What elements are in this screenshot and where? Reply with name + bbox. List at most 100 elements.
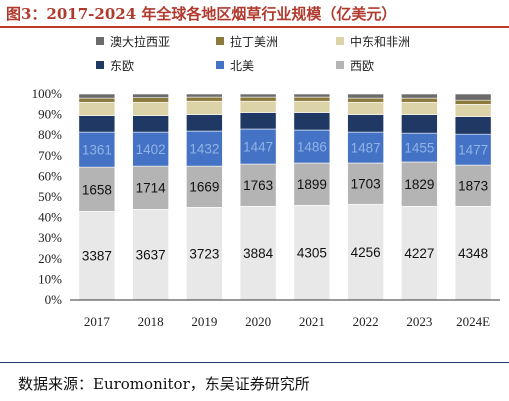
y-tick-label: 0% (45, 292, 63, 307)
legend-label: 拉丁美洲 (230, 34, 278, 49)
data-label: 1703 (351, 177, 381, 192)
bar-segment (454, 104, 492, 117)
bar-segment (186, 96, 223, 102)
bar-segment (239, 93, 277, 98)
bar-segment (401, 161, 438, 207)
data-label: 3637 (136, 248, 166, 263)
bar-segment (401, 97, 438, 103)
x-axis: 2017 2018 2019 2020 2021 2022 2023 2024E (84, 314, 490, 329)
bar-segment (347, 93, 384, 99)
bars: 3387 1658 1361 3637 1714 1402 3723 1669 1432 3884… (78, 93, 492, 301)
y-tick-label: 50% (38, 189, 62, 204)
legend-swatch (216, 37, 224, 45)
bar-segment (293, 112, 331, 131)
legend-swatch (336, 61, 344, 69)
legend-label: 东欧 (110, 59, 134, 73)
data-label: 1873 (458, 179, 488, 194)
bar-segment (401, 101, 438, 115)
data-label: 1447 (243, 140, 273, 155)
bar-segment (132, 97, 169, 103)
bar-segment (186, 114, 223, 132)
bar-segment (401, 205, 438, 301)
data-label: 1669 (189, 180, 219, 195)
bar-segment (454, 93, 492, 101)
legend-label: 澳大拉西亚 (110, 34, 170, 49)
legend-label: 北美 (230, 59, 254, 73)
data-label: 3723 (189, 247, 219, 262)
bar-segment (239, 128, 277, 165)
data-label: 4227 (404, 246, 434, 261)
data-label: 4305 (297, 246, 327, 261)
x-tick-label: 2020 (245, 314, 271, 329)
data-label: 1477 (458, 143, 488, 158)
y-tick-label: 90% (38, 107, 62, 122)
title-bar: 图3：2017-2024 年全球各地区烟草行业规模（亿美元） (0, 0, 509, 28)
y-tick-label: 70% (38, 148, 62, 163)
bar-segment (78, 166, 116, 212)
bar-segment (239, 163, 277, 207)
bar-segment (293, 93, 331, 98)
data-label: 1714 (136, 181, 167, 196)
y-tick-label: 10% (38, 271, 62, 286)
bar-segment (186, 165, 223, 208)
x-tick-label: 2024E (456, 314, 490, 329)
bar-segment (239, 96, 277, 102)
bar-segment (78, 115, 116, 133)
legend-label: 中东和非洲 (350, 34, 410, 49)
data-label: 1432 (189, 142, 219, 157)
bar-segment (347, 97, 384, 103)
y-axis: 0% 10% 20% 30% 40% 50% 60% 70% 80% 90% 100% (32, 86, 63, 307)
bar-segment (347, 131, 384, 164)
bar-segment (78, 101, 116, 116)
y-tick-label: 20% (38, 251, 62, 266)
data-label: 1658 (82, 182, 112, 197)
bar-segment (454, 133, 492, 166)
x-tick-label: 2019 (191, 314, 217, 329)
bar-segment (454, 116, 492, 135)
data-label: 3387 (82, 249, 112, 264)
x-tick-label: 2022 (353, 314, 379, 329)
x-tick-label: 2018 (138, 314, 164, 329)
bar-segment (132, 101, 169, 116)
legend-swatch (216, 61, 224, 69)
bar-segment (293, 96, 331, 102)
bar-segment (401, 114, 438, 134)
data-label: 1487 (351, 141, 381, 156)
x-tick-label: 2023 (406, 314, 432, 329)
bar-segment (293, 129, 331, 164)
data-label: 1829 (404, 177, 434, 192)
bar-segment (186, 93, 223, 98)
y-tick-label: 60% (38, 168, 62, 183)
bar-segment (132, 131, 169, 167)
data-label: 1402 (136, 142, 166, 157)
bar-segment (401, 132, 438, 163)
legend-swatch (336, 37, 344, 45)
y-tick-label: 80% (38, 127, 62, 142)
source-note: 数据来源：Euromonitor，东吴证券研究所 (18, 375, 310, 393)
bar-segment (347, 101, 384, 115)
data-label: 1486 (297, 140, 327, 155)
bar-segment (454, 164, 492, 207)
bar-segment (347, 203, 384, 301)
data-label: 1361 (82, 143, 112, 158)
bar-segment (454, 99, 492, 105)
bar-segment (78, 211, 116, 301)
bar-segment (186, 130, 223, 167)
data-label: 1455 (404, 141, 434, 156)
data-label: 1899 (297, 177, 327, 192)
bar-segment (401, 93, 438, 99)
source-divider (0, 362, 509, 363)
bar-segment (78, 93, 116, 99)
legend-swatch (96, 61, 104, 69)
data-label: 3884 (243, 246, 274, 261)
data-label: 4256 (351, 245, 381, 260)
bar-segment (132, 93, 169, 99)
data-label: 1763 (243, 178, 273, 193)
bar-segment (132, 115, 169, 133)
bar-segment (78, 97, 116, 103)
legend-label: 西欧 (350, 59, 374, 73)
bar-segment (293, 100, 331, 113)
y-tick-label: 30% (38, 230, 62, 245)
